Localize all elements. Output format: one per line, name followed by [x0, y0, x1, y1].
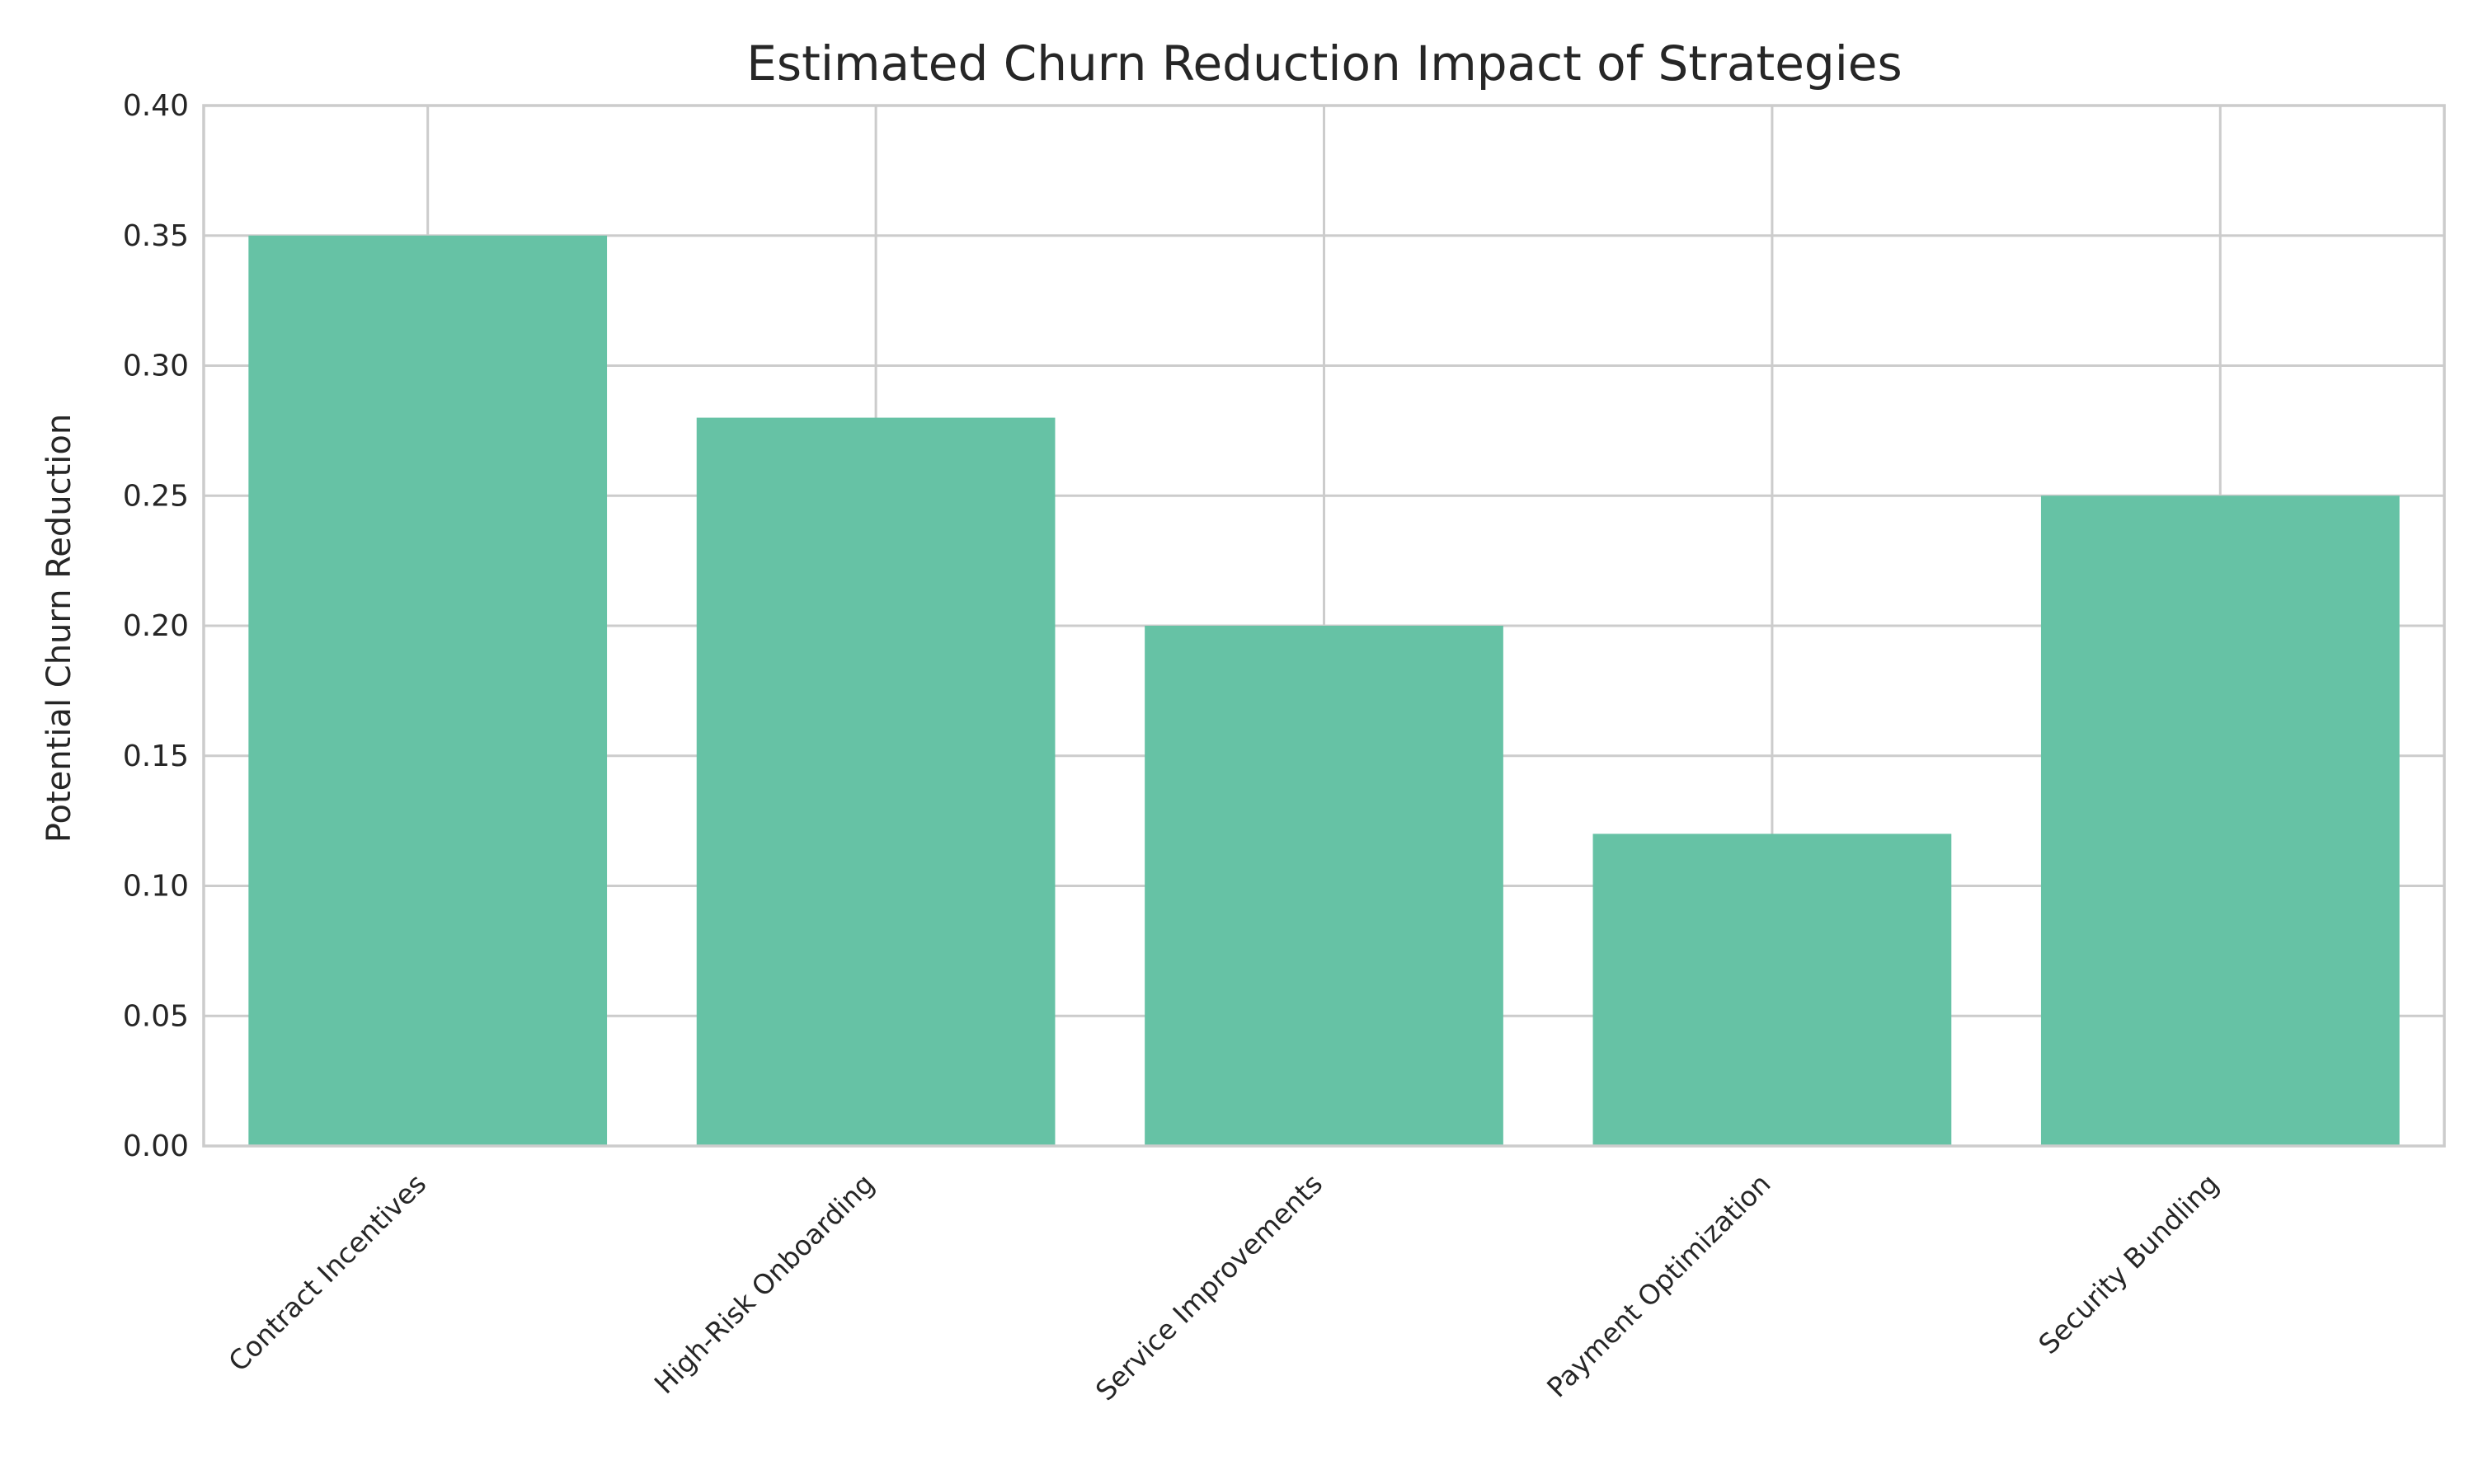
- y-tick-label: 0.35: [123, 219, 189, 253]
- y-tick-label: 0.15: [123, 740, 189, 773]
- y-tick-label: 0.10: [123, 870, 189, 904]
- chart-title: Estimated Churn Reduction Impact of Stra…: [746, 35, 1902, 92]
- bar-service-improvements: [1145, 626, 1503, 1146]
- y-tick-label: 0.00: [123, 1129, 189, 1163]
- plot-frame: [202, 104, 2446, 1148]
- y-tick-label: 0.30: [123, 350, 189, 383]
- y-tick-label: 0.25: [123, 479, 189, 513]
- y-tick-label: 0.40: [123, 89, 189, 123]
- bar-security-bundling: [2040, 495, 2400, 1146]
- bar-payment-optimization: [1592, 834, 1952, 1146]
- bar-contract-incentives: [248, 235, 608, 1146]
- y-axis-label: Potential Churn Reduction: [40, 414, 78, 843]
- y-tick-label: 0.05: [123, 999, 189, 1033]
- y-tick-label: 0.20: [123, 609, 189, 643]
- bar-series: [248, 235, 2400, 1147]
- y-axis-ticks: 0.00 0.05 0.10 0.15 0.20 0.25 0.30 0.35 0.40: [123, 89, 189, 1163]
- bar-high-risk-onboarding: [696, 417, 1056, 1147]
